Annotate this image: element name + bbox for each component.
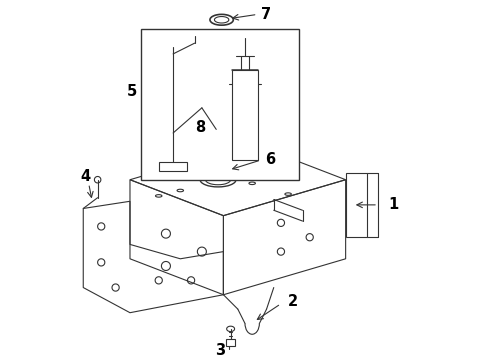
Text: 6: 6 xyxy=(265,152,275,167)
Bar xyxy=(141,29,299,180)
Text: 4: 4 xyxy=(80,168,90,184)
Text: 3: 3 xyxy=(215,343,225,358)
Text: 7: 7 xyxy=(261,7,271,22)
Bar xyxy=(159,162,188,171)
Bar xyxy=(232,70,258,160)
Text: 1: 1 xyxy=(389,197,399,212)
Text: 5: 5 xyxy=(126,84,137,99)
Bar xyxy=(345,172,367,237)
Bar xyxy=(226,339,235,346)
Text: 2: 2 xyxy=(288,294,298,310)
Text: 8: 8 xyxy=(195,120,205,135)
